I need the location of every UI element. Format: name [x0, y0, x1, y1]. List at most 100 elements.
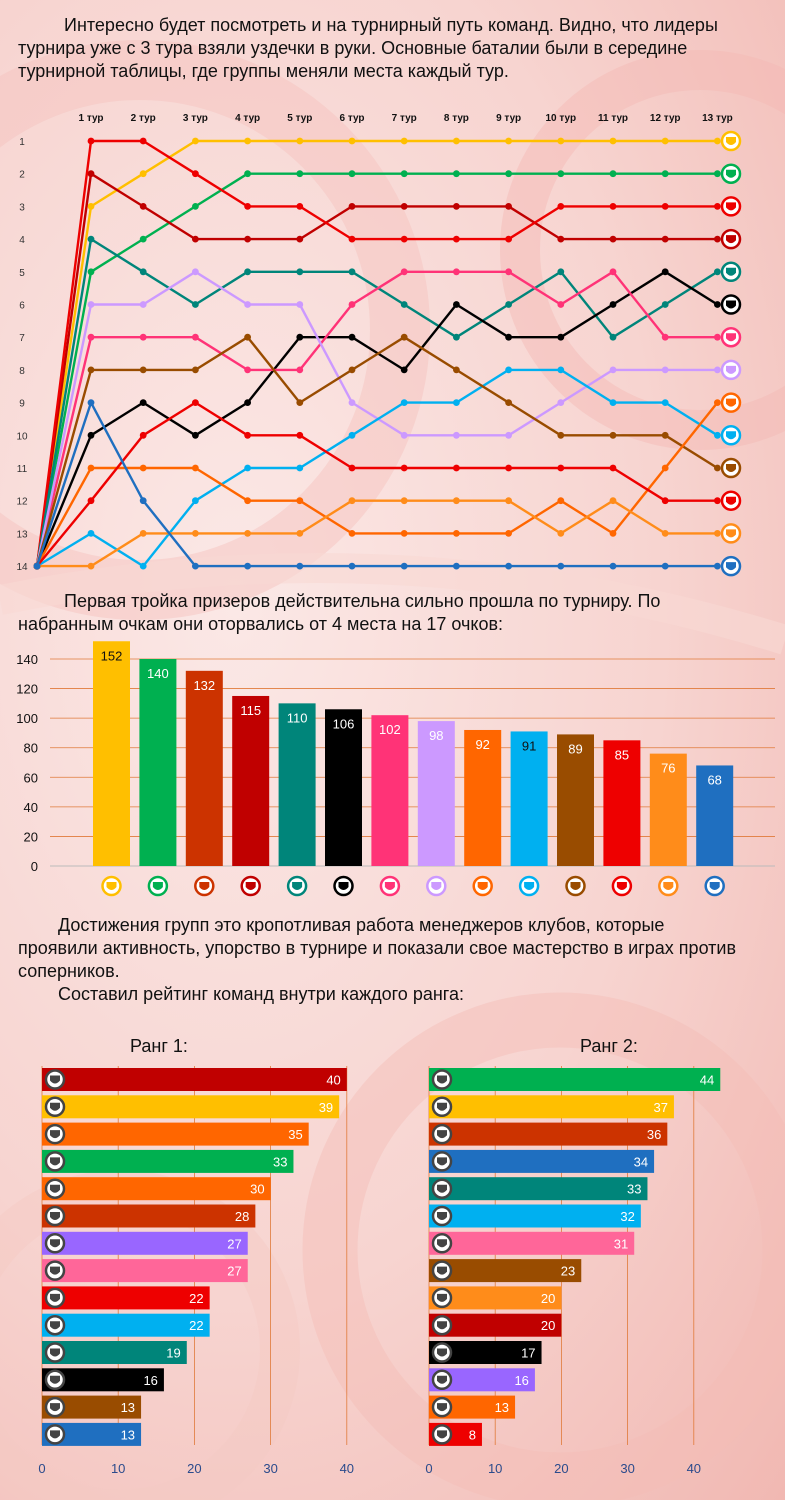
x-tick-label: 0: [38, 1461, 45, 1476]
team-path-point: [453, 235, 460, 243]
club-emblem-icon: [44, 1314, 66, 1336]
rank-bar: [429, 1122, 668, 1146]
team-path-point: [609, 235, 617, 243]
team-path-point: [557, 464, 565, 472]
position-label: 7: [19, 333, 25, 344]
x-tick-label: 40: [687, 1461, 701, 1476]
team-path-point: [557, 137, 565, 145]
team-emblem-icon: [720, 326, 742, 348]
team-path-point: [453, 497, 460, 505]
team-path-point: [296, 399, 304, 406]
team-path-point: [505, 366, 512, 374]
club-emblem-icon: [44, 1287, 66, 1309]
rank-value-label: 33: [273, 1154, 287, 1169]
points-bar: [139, 659, 177, 866]
rank-bar: [429, 1068, 721, 1091]
team-path-point: [661, 366, 669, 374]
podium-line: набранным очкам они оторвались от 4 мест…: [18, 614, 504, 634]
team-emblem-icon: [240, 875, 261, 897]
team-path-point: [244, 464, 252, 472]
rank-bar: [42, 1068, 347, 1091]
club-emblem-icon: [431, 1069, 453, 1090]
team-emblem-icon: [565, 875, 586, 897]
team-path-point: [348, 562, 356, 570]
team-path-point: [557, 530, 565, 537]
team-path-point: [87, 562, 95, 570]
team-path-line: [37, 499, 718, 568]
team-path-point: [192, 497, 199, 505]
team-path-point: [348, 301, 356, 308]
team-path-point: [348, 399, 356, 406]
rank-bar: [429, 1177, 648, 1201]
points-value-label: 68: [707, 772, 721, 787]
team-path-point: [192, 301, 199, 308]
rank-value-label: 13: [121, 1427, 135, 1442]
points-value-label: 89: [568, 741, 582, 756]
rank-bar: [429, 1395, 516, 1419]
team-path-point: [348, 333, 356, 341]
points-bar: [510, 731, 548, 866]
team-emblem-icon: [611, 875, 633, 897]
points-bar: [464, 729, 502, 866]
team-path-point: [453, 137, 460, 145]
team-path-point: [714, 235, 721, 243]
team-emblem-icon: [720, 523, 742, 544]
team-path-point: [661, 333, 669, 341]
points-value-label: 91: [522, 738, 536, 753]
managers-paragraph: Достижения групп это кропотливая работа …: [18, 914, 783, 1006]
points-value-label: 106: [333, 716, 355, 731]
team-path-series: [33, 137, 721, 570]
team-path-point: [244, 497, 252, 505]
team-path-point: [661, 530, 669, 537]
team-path-point: [87, 203, 95, 210]
team-path-point: [400, 366, 408, 374]
team-path-point: [348, 203, 356, 210]
team-path-point: [505, 235, 512, 243]
rank-value-label: 44: [700, 1073, 714, 1088]
x-tick-label: 30: [263, 1461, 277, 1476]
rank-bar: [429, 1368, 535, 1392]
rank-value-label: 40: [326, 1073, 340, 1088]
team-path-point: [192, 431, 199, 439]
team-path-point: [453, 562, 460, 570]
team-path-point: [296, 562, 304, 570]
team-path-point: [192, 464, 199, 472]
club-emblem-icon: [431, 1369, 453, 1391]
team-path-series: [33, 170, 721, 570]
team-path-point: [453, 268, 460, 276]
team-path-point: [557, 268, 565, 276]
round-label: 1 тур: [78, 113, 103, 124]
team-path-point: [244, 137, 252, 145]
intro-line: турнира уже с 3 тура взяли уздечки в рук…: [18, 38, 688, 58]
x-tick-label: 20: [554, 1461, 568, 1476]
points-bar: [649, 753, 687, 866]
club-emblem-icon: [44, 1424, 66, 1445]
team-path-point: [661, 137, 669, 145]
team-path-point: [609, 366, 617, 374]
rank-bar: [42, 1259, 248, 1283]
team-path-point: [87, 366, 95, 374]
club-emblem-icon: [431, 1123, 453, 1145]
team-path-point: [192, 137, 199, 145]
rank-value-label: 31: [614, 1236, 628, 1251]
team-path-point: [192, 203, 199, 210]
team-path-point: [557, 431, 565, 439]
team-path-point: [296, 137, 304, 145]
rank-bar: [42, 1204, 256, 1228]
club-emblem-icon: [44, 1342, 66, 1363]
team-path-point: [87, 301, 95, 308]
team-path-point: [139, 497, 147, 505]
team-path-point: [661, 268, 669, 276]
team-path-point: [557, 497, 565, 505]
rank-value-label: 20: [541, 1291, 555, 1306]
team-path-point: [139, 268, 147, 276]
podium-line: Первая тройка призеров действительна сил…: [64, 591, 661, 611]
points-bar: [185, 670, 223, 866]
club-emblem-icon: [431, 1233, 453, 1254]
managers-line: соперников.: [18, 961, 120, 981]
team-path-point: [714, 399, 721, 406]
position-label: 5: [19, 268, 25, 279]
club-emblem-icon: [44, 1396, 66, 1418]
